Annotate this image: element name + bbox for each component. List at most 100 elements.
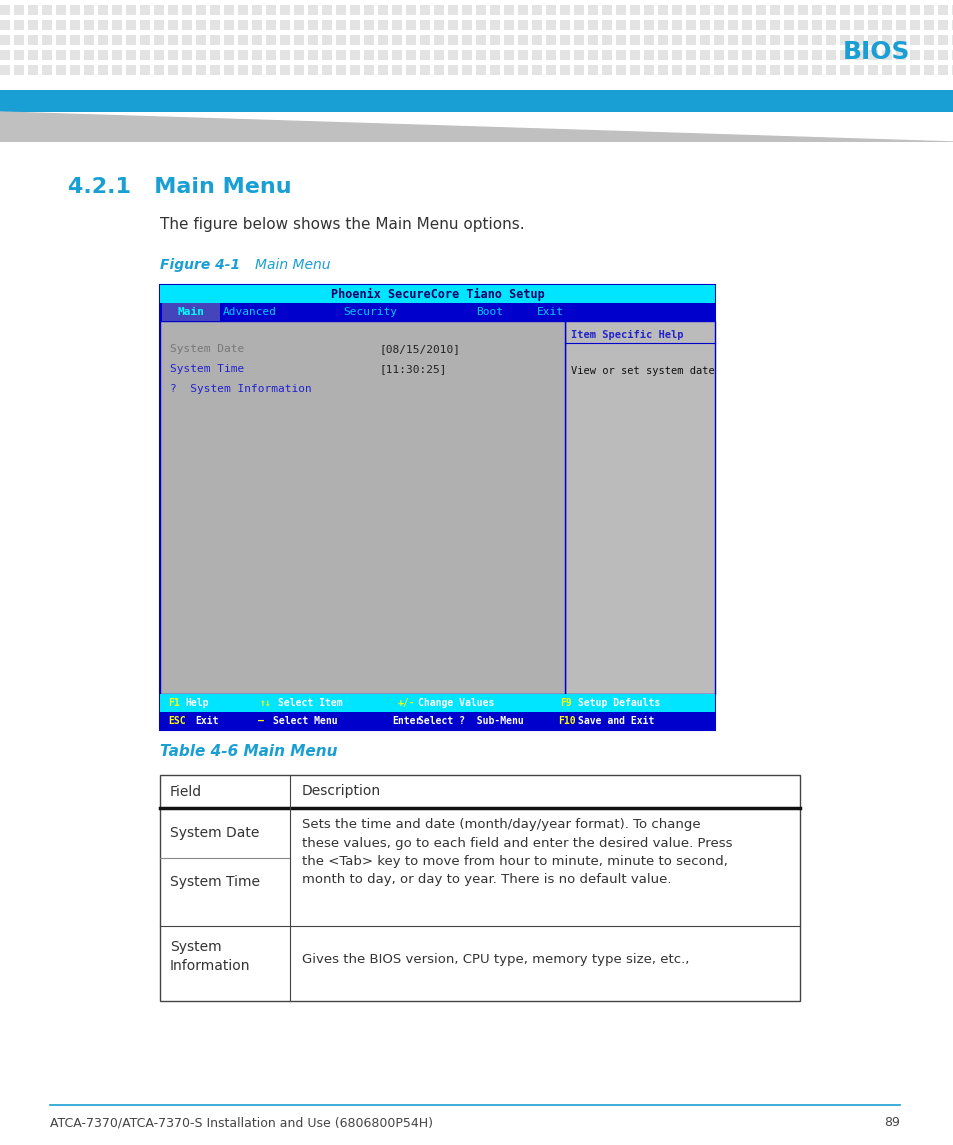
Bar [126,35,136,45]
Bar [545,19,556,30]
Bar [616,65,625,76]
Bar [377,65,388,76]
Bar [545,65,556,76]
Bar [28,35,38,45]
Bar [0,142,953,1145]
Bar [392,50,401,60]
Bar [461,65,472,76]
Bar [517,35,527,45]
Bar [168,35,178,45]
Text: Gives the BIOS version, CPU type, memory type size, etc.,: Gives the BIOS version, CPU type, memory… [302,954,689,966]
Bar [825,65,835,76]
Bar [461,5,472,15]
Bar [237,65,248,76]
Bar [42,5,52,15]
Bar [153,50,164,60]
Bar [308,5,317,15]
Bar [461,35,472,45]
Bar [741,65,751,76]
Bar [160,321,564,694]
Bar [825,50,835,60]
Bar [294,50,304,60]
Bar [616,5,625,15]
Bar [840,19,849,30]
Text: ATCA-7370/ATCA-7370-S Installation and Use (6806800P54H): ATCA-7370/ATCA-7370-S Installation and U… [50,1116,433,1129]
Bar [182,50,192,60]
Bar [84,35,94,45]
Bar [643,65,654,76]
Bar [0,90,953,112]
Bar [0,35,10,45]
Text: View or set system date: View or set system date [571,366,714,376]
Bar [42,50,52,60]
Bar [419,5,430,15]
Bar [237,50,248,60]
Bar [923,19,933,30]
Bar [335,35,346,45]
Bar [923,50,933,60]
Bar [98,50,108,60]
Bar [252,65,262,76]
Bar [700,19,709,30]
Polygon shape [0,112,953,142]
Text: BIOS: BIOS [841,40,909,64]
Bar [685,19,696,30]
Bar [741,35,751,45]
Bar [671,65,681,76]
Bar [951,65,953,76]
Bar [434,5,443,15]
Bar [517,50,527,60]
Bar [601,65,612,76]
Bar [237,5,248,15]
Bar [364,65,374,76]
Bar [587,35,598,45]
Bar [503,19,514,30]
Bar [294,5,304,15]
Bar [616,19,625,30]
Bar [392,19,401,30]
Bar [350,50,359,60]
Text: Change Values: Change Values [417,698,494,708]
Bar [783,50,793,60]
Bar [266,65,275,76]
Bar [266,50,275,60]
Bar [700,65,709,76]
Bar [126,65,136,76]
Bar [517,5,527,15]
Bar [294,19,304,30]
Bar [280,65,290,76]
Bar [364,50,374,60]
Bar [168,19,178,30]
Bar [70,35,80,45]
Bar [182,5,192,15]
Bar [112,65,122,76]
Bar [783,35,793,45]
Bar [867,65,877,76]
Bar [252,35,262,45]
Bar [84,5,94,15]
Bar [643,35,654,45]
Bar [182,19,192,30]
Bar [224,65,233,76]
Bar [126,50,136,60]
Bar [658,50,667,60]
Bar [168,50,178,60]
Bar [643,50,654,60]
Bar [14,35,24,45]
Bar [713,19,723,30]
Bar [70,5,80,15]
Bar [364,35,374,45]
Text: System
Information: System Information [170,940,251,973]
Bar [700,50,709,60]
Bar [853,19,863,30]
Bar [461,19,472,30]
Bar [713,5,723,15]
Bar [895,50,905,60]
Bar [532,19,541,30]
Text: F10: F10 [558,716,575,726]
Bar [769,5,780,15]
Bar [224,35,233,45]
Bar [840,65,849,76]
Text: ESC: ESC [168,716,186,726]
Bar [160,775,800,1001]
